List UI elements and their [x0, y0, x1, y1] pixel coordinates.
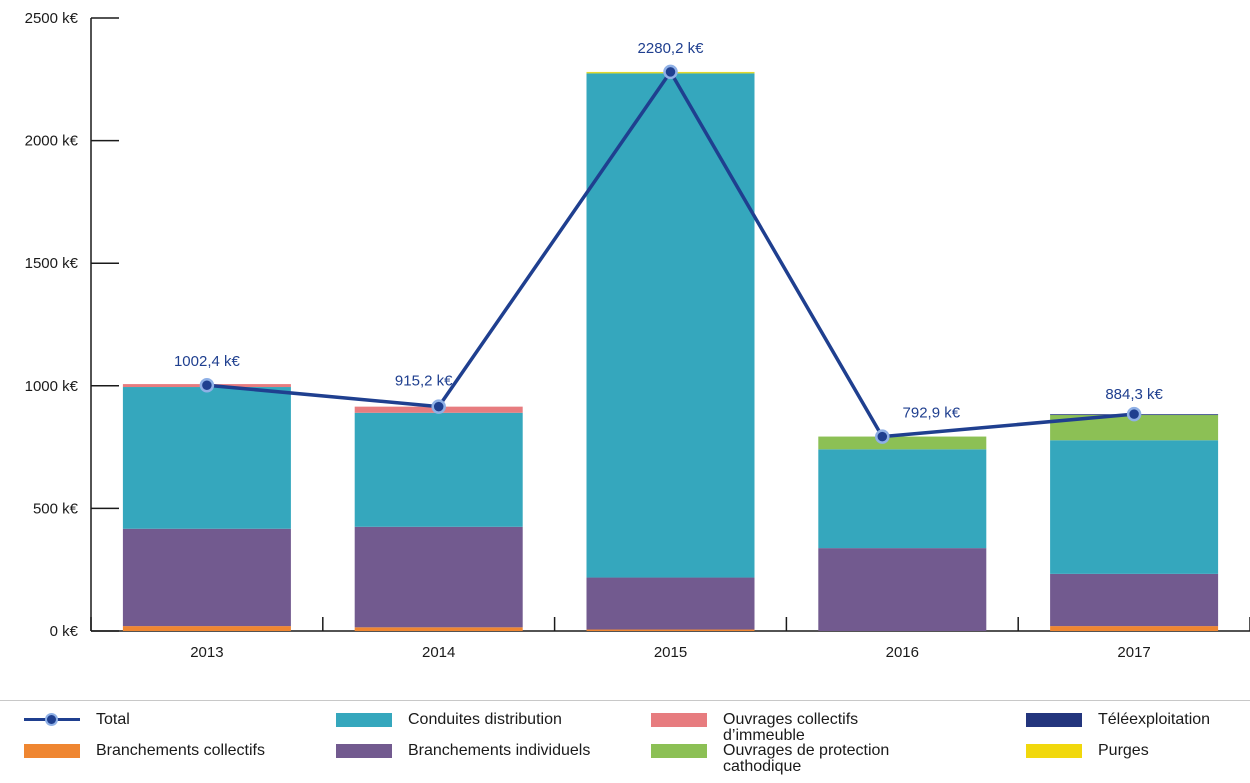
chart: 0 k€ 500 k€ 1000 k€ 1500 k€ 2000 k€ 2500 k€ 1…: [25, 10, 1250, 661]
legend-label: Ouvrages de protection cathodique: [723, 742, 890, 775]
legend-label: Branchements individuels: [408, 742, 591, 759]
bar-segment: [1050, 440, 1219, 574]
total-point: [875, 429, 890, 444]
x-tick-label: 2013: [190, 644, 223, 661]
total-data-label: 915,2 k€: [395, 373, 453, 390]
y-tick-label: 500 k€: [33, 500, 79, 517]
legend-item-branchements-individuels: Branchements individuels: [336, 743, 590, 759]
bar-segment: [586, 629, 755, 631]
bar-segment: [122, 387, 291, 529]
legend-swatch: [336, 713, 392, 727]
bar-segment: [1050, 626, 1219, 631]
legend: Total Conduites distribution Ouvrages co…: [0, 700, 1250, 783]
x-tick-label: 2014: [422, 644, 455, 661]
total-data-label: 1002,4 k€: [174, 353, 241, 370]
bar-segment: [354, 627, 523, 631]
bar-segment: [818, 548, 987, 631]
x-tick-label: 2016: [886, 644, 919, 661]
legend-swatch: [1026, 713, 1082, 727]
total-point: [431, 399, 446, 414]
bar-segment: [122, 528, 291, 627]
legend-swatch: [651, 713, 707, 727]
legend-divider: [0, 700, 1250, 701]
x-axis-labels: 2013 2014 2015 2016 2017: [190, 644, 1151, 661]
total-point: [199, 377, 215, 393]
legend-swatch: [1026, 744, 1082, 758]
legend-label: Conduites distribution: [408, 711, 562, 728]
y-tick-label: 1000 k€: [25, 378, 79, 395]
bar-segment: [354, 412, 523, 527]
total-line-group: 1002,4 k€ 915,2 k€ 2280,2 k€ 792,9 k€ 884,3 …: [174, 40, 1164, 444]
legend-swatch: [336, 744, 392, 758]
total-data-label: 884,3 k€: [1105, 386, 1163, 403]
legend-item-teleexploitation: Téléexploitation: [1026, 712, 1210, 728]
legend-label: Ouvrages collectifs d’immeuble: [723, 711, 859, 744]
bar-segment: [586, 577, 755, 630]
legend-label: Branchements collectifs: [96, 742, 265, 759]
legend-swatch: [651, 744, 707, 758]
bar-segment: [354, 526, 523, 628]
x-tick-label: 2017: [1117, 644, 1150, 661]
y-tick-label: 2000 k€: [25, 133, 79, 150]
legend-swatch: [24, 744, 80, 758]
total-point: [1126, 406, 1142, 422]
legend-label: Purges: [1098, 742, 1149, 759]
legend-item-total: Total: [24, 712, 130, 728]
legend-label: Total: [96, 711, 130, 728]
legend-line-icon: [24, 712, 80, 726]
y-tick-label: 2500 k€: [25, 10, 79, 27]
legend-item-purges: Purges: [1026, 743, 1149, 759]
y-tick-label: 1500 k€: [25, 255, 79, 272]
x-tick-label: 2015: [654, 644, 687, 661]
total-data-label: 792,9 k€: [903, 405, 961, 422]
bar-segment: [586, 73, 755, 578]
bar-segment: [1050, 573, 1219, 627]
legend-item-branchements-collectifs: Branchements collectifs: [24, 743, 265, 759]
bar-segment: [818, 436, 987, 450]
bars: [122, 71, 1219, 631]
legend-item-protection-cathodique: Ouvrages de protection cathodique: [651, 743, 943, 775]
total-data-label: 2280,2 k€: [638, 40, 705, 57]
bar-segment: [122, 626, 291, 631]
total-point: [663, 64, 678, 80]
legend-label: Téléexploitation: [1098, 711, 1211, 728]
legend-item-conduites: Conduites distribution: [336, 712, 562, 728]
bar-segment: [818, 449, 987, 549]
legend-item-ouvrages-immeuble: Ouvrages collectifs d’immeuble: [651, 712, 943, 744]
y-tick-label: 0 k€: [50, 623, 79, 640]
